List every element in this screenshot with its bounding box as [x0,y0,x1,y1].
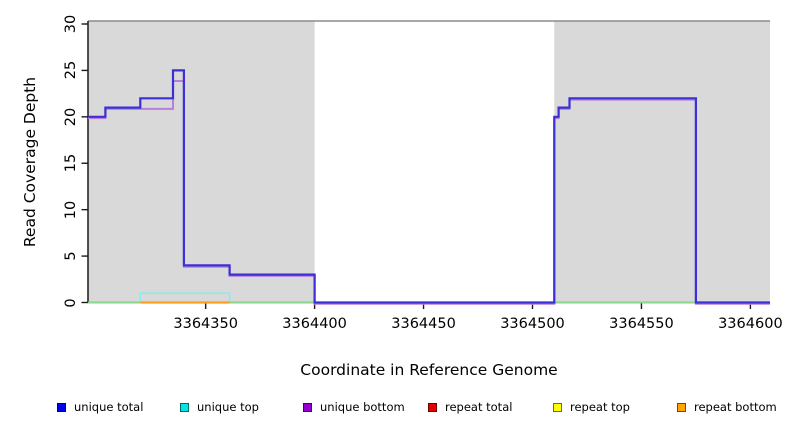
y-tick-label: 15 [63,154,79,173]
x-tick-label: 3364400 [282,316,347,332]
legend-item-repeat-bottom: repeat bottom [677,400,777,414]
y-tick-label: 0 [63,297,79,308]
legend-swatch-icon [303,402,312,412]
y-axis-title: Read Coverage Depth [21,76,39,248]
x-tick-label: 3364350 [173,316,238,332]
legend-swatch-icon [677,402,686,412]
legend-swatch-icon [553,402,562,412]
shaded-region [88,21,315,303]
legend-label: repeat top [570,400,630,414]
legend-swatch-icon [428,402,437,412]
legend-label: repeat total [445,400,513,414]
x-tick-label: 3364600 [718,316,783,332]
x-axis-title: Coordinate in Reference Genome [300,361,558,379]
y-tick-label: 10 [63,200,79,219]
legend-label: repeat bottom [694,400,777,414]
legend-item-unique-top: unique top [180,400,259,414]
x-tick-label: 3364500 [500,316,565,332]
x-tick-label: 3364450 [391,316,456,332]
legend-item-repeat-top: repeat top [553,400,630,414]
shaded-region [554,21,770,303]
legend-swatch-icon [57,402,66,412]
series-unique-total [88,69,770,304]
y-tick-label: 30 [63,14,79,34]
legend-item-unique-bottom: unique bottom [303,400,405,414]
legend-swatch-icon [180,402,189,412]
y-tick-label: 5 [63,251,79,261]
legend-label: unique total [74,400,144,414]
legend-item-repeat-total: repeat total [428,400,512,414]
legend-label: unique top [197,400,259,414]
legend-item-unique-total: unique total [57,400,143,414]
y-tick-label: 25 [63,61,79,80]
x-tick-label: 3364550 [609,316,674,332]
legend-label: unique bottom [320,400,405,414]
y-tick-label: 20 [63,107,79,127]
